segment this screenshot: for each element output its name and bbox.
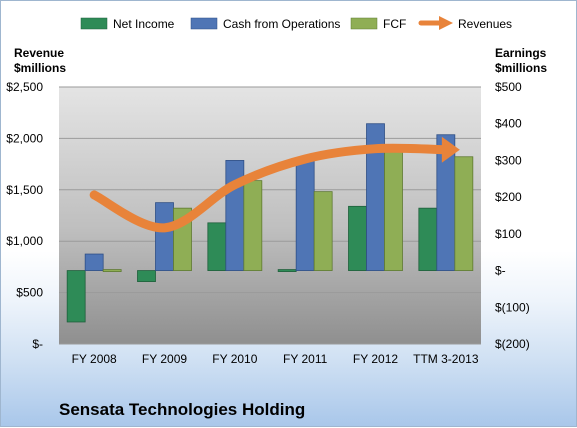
right-axis-tick-label: $500 [495, 80, 522, 94]
right-axis-tick-label: $200 [495, 190, 522, 204]
revenues-arrowhead [441, 136, 460, 163]
right-axis-tick-label: $100 [495, 227, 522, 241]
x-axis-tick-label: FY 2011 [283, 352, 328, 366]
left-axis-tick-label: $1,500 [6, 183, 43, 197]
left-axis-tick-label: $- [32, 337, 43, 351]
left-axis-tick-label: $500 [16, 286, 43, 300]
left-axis-ticks: $- $500 $1,000 $1,500 $2,000 $2,500 [6, 80, 43, 351]
bar-fcf [313, 191, 333, 271]
legend: Net Income Cash from Operations FCF Reve… [80, 16, 512, 31]
bar-net-income [277, 269, 297, 272]
bar-net-income [418, 207, 438, 271]
x-axis-tick-label: TTM 3-2013 [413, 352, 479, 366]
bar-net-income [137, 270, 156, 282]
legend-swatch-net-income [80, 17, 108, 30]
right-axis-tick-label: $400 [495, 117, 522, 131]
x-axis-ticks: FY 2008 FY 2009 FY 2010 FY 2011 FY 2012 TTM 3… [72, 352, 479, 366]
right-axis-title-line1: Earnings [495, 46, 547, 60]
bar-fcf [102, 269, 122, 272]
company-name: Sensata Technologies Holding [59, 400, 305, 419]
right-axis-tick-label: $(100) [495, 300, 530, 314]
legend-swatch-fcf [350, 17, 378, 30]
legend-swatch-revenues [418, 16, 453, 30]
legend-label-revenues: Revenues [458, 17, 512, 31]
bar-fcf [454, 156, 474, 271]
bar-net-income [348, 205, 367, 271]
right-axis-title-line2: $millions [495, 61, 547, 75]
left-axis-tick-label: $2,500 [6, 80, 43, 94]
bar-cash-from-operations [84, 253, 104, 271]
x-axis-tick-label: FY 2008 [72, 352, 117, 366]
bar-net-income [207, 222, 227, 271]
legend-label-cash-from-operations: Cash from Operations [223, 17, 340, 31]
gridlines [59, 86, 481, 345]
left-axis-tick-label: $1,000 [6, 234, 43, 248]
right-axis-tick-label: $300 [495, 153, 522, 167]
legend-swatch-cash-from-operations [190, 17, 218, 30]
right-axis-tick-label: $(200) [495, 337, 530, 351]
left-axis-title-line2: $millions [14, 61, 66, 75]
x-axis-tick-label: FY 2009 [142, 352, 187, 366]
revenues-line [89, 143, 451, 233]
legend-label-fcf: FCF [383, 17, 406, 31]
x-axis-tick-label: FY 2012 [353, 352, 398, 366]
revenues-series [89, 136, 460, 233]
bar-net-income [66, 270, 86, 323]
bar-cash-from-operations [155, 202, 174, 271]
x-axis-tick-label: FY 2010 [212, 352, 257, 366]
right-axis-ticks: $(200) $(100) $- $100 $200 $300 $400 $500 [495, 80, 530, 351]
right-axis-tick-label: $- [495, 264, 506, 278]
bar-fcf [384, 145, 403, 271]
left-axis-title-line1: Revenue [14, 46, 64, 60]
left-axis-tick-label: $2,000 [6, 131, 43, 145]
bar-cash-from-operations [295, 160, 315, 271]
legend-label-net-income: Net Income [113, 17, 175, 31]
bar-fcf [243, 180, 263, 271]
